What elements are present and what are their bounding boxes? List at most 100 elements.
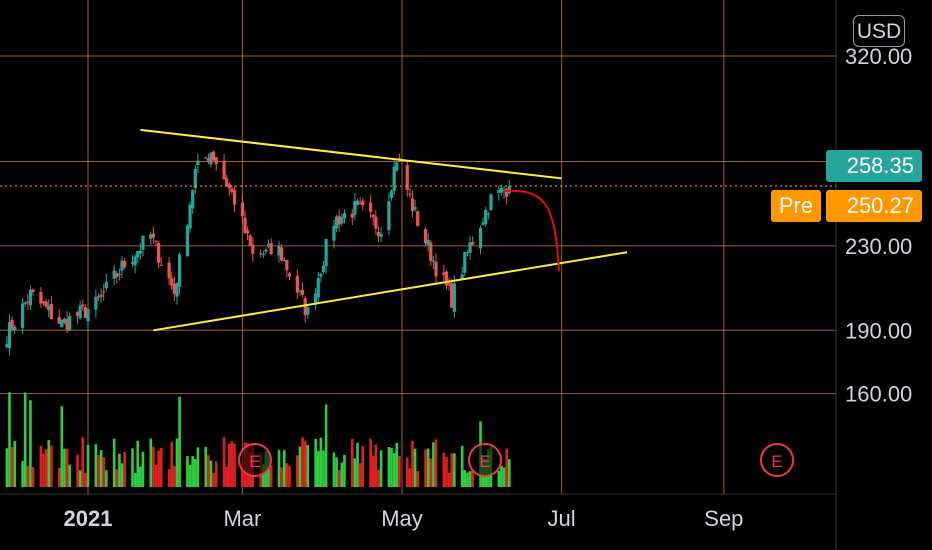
- volume-bar: [131, 448, 134, 487]
- volume-bar: [426, 448, 430, 487]
- candle-body: [471, 241, 475, 245]
- earnings-marker-aug[interactable]: E: [760, 443, 794, 477]
- x-tick-label: May: [381, 506, 423, 531]
- volume-bar: [31, 467, 35, 487]
- candle-body: [434, 261, 438, 277]
- candle-body: [405, 164, 409, 191]
- volume-bar: [319, 437, 323, 487]
- candle-body: [277, 246, 281, 256]
- volume-bar: [196, 447, 200, 487]
- candle-body: [300, 289, 305, 295]
- volume-bar: [214, 461, 218, 487]
- candle-body: [225, 178, 229, 187]
- candle-body: [123, 261, 127, 268]
- volume-bar: [324, 404, 328, 487]
- volume-bar: [115, 469, 119, 487]
- volume-bar: [13, 441, 17, 487]
- earnings-marker-feb[interactable]: E: [238, 443, 272, 477]
- volume-bar: [39, 445, 43, 487]
- candle-body: [41, 301, 46, 304]
- volume-bar: [442, 452, 446, 487]
- volume-bar: [175, 438, 179, 487]
- volume-bar: [322, 450, 325, 487]
- candle-body: [353, 201, 357, 215]
- candle-body: [81, 304, 85, 307]
- candle-body: [159, 264, 163, 266]
- volume-bar: [5, 448, 9, 487]
- volume-bar: [209, 460, 213, 487]
- earnings-marker-may[interactable]: E: [468, 443, 502, 477]
- candle-body: [28, 289, 33, 306]
- volume-bar: [298, 446, 302, 487]
- volume-bar: [120, 463, 124, 487]
- volume-bar: [112, 438, 116, 487]
- trendline-lower-support: [153, 251, 628, 332]
- candle-body: [65, 319, 69, 330]
- candle-body: [141, 235, 145, 250]
- candle-body: [75, 312, 80, 316]
- candle-body: [266, 244, 271, 246]
- volume-bar: [447, 472, 451, 487]
- candle-body: [7, 322, 12, 348]
- volume-bar: [468, 471, 472, 487]
- candle-body: [246, 230, 250, 234]
- volume-bar: [337, 469, 341, 487]
- volume-bar: [23, 392, 27, 487]
- candle-body: [154, 240, 158, 242]
- x-tick-label: Jul: [548, 506, 576, 531]
- volume-bar: [450, 453, 454, 487]
- candle-body: [423, 229, 428, 244]
- volume-bar: [296, 455, 299, 487]
- candle-body: [13, 326, 17, 331]
- volume-bar: [369, 438, 372, 487]
- volume-bar: [314, 438, 317, 487]
- candle-body: [444, 271, 449, 286]
- candle-body: [355, 200, 360, 206]
- volume-bar: [154, 464, 158, 487]
- candle-body: [10, 319, 14, 330]
- candle-body: [185, 225, 190, 257]
- volume-bar: [170, 441, 174, 487]
- volume-bar: [269, 465, 273, 487]
- candle-body: [481, 222, 485, 225]
- volume-bar: [466, 472, 469, 487]
- candle-body: [465, 252, 470, 254]
- volume-bar: [84, 472, 87, 487]
- currency-button[interactable]: USD: [853, 15, 905, 47]
- volume-bar: [395, 442, 399, 487]
- volume-bar: [193, 459, 197, 487]
- candle-body: [172, 283, 176, 294]
- volume-bar: [207, 455, 210, 487]
- candle-body: [371, 214, 375, 218]
- projection-curve: [504, 189, 561, 272]
- candle-body: [261, 253, 265, 255]
- y-tick-label: 160.00: [845, 382, 912, 407]
- candle-body: [5, 344, 9, 348]
- volume-bar: [44, 449, 48, 487]
- premarket-label: Pre: [771, 190, 821, 222]
- candle-body: [387, 201, 391, 231]
- volume-bar: [94, 444, 98, 487]
- candle-body: [505, 188, 509, 197]
- y-tick-label: 230.00: [845, 234, 912, 259]
- drawings: [0, 128, 836, 332]
- candle-body: [136, 251, 140, 258]
- volume-bar: [387, 447, 391, 487]
- volume-bar: [350, 438, 354, 487]
- candle-body: [104, 281, 108, 289]
- candle-body: [298, 290, 302, 292]
- volume-bar: [139, 466, 142, 487]
- candle-body: [395, 162, 399, 171]
- volume-bar: [152, 446, 155, 487]
- candle-body: [321, 265, 326, 273]
- candle-body: [251, 244, 255, 254]
- candle-body: [78, 305, 82, 319]
- candle-body: [489, 194, 493, 211]
- candle-body: [429, 242, 433, 262]
- candle-body: [282, 259, 286, 261]
- volume-bar: [353, 458, 357, 487]
- volume-bar: [68, 464, 71, 487]
- candle-body: [196, 160, 200, 166]
- volume-bar: [379, 450, 383, 487]
